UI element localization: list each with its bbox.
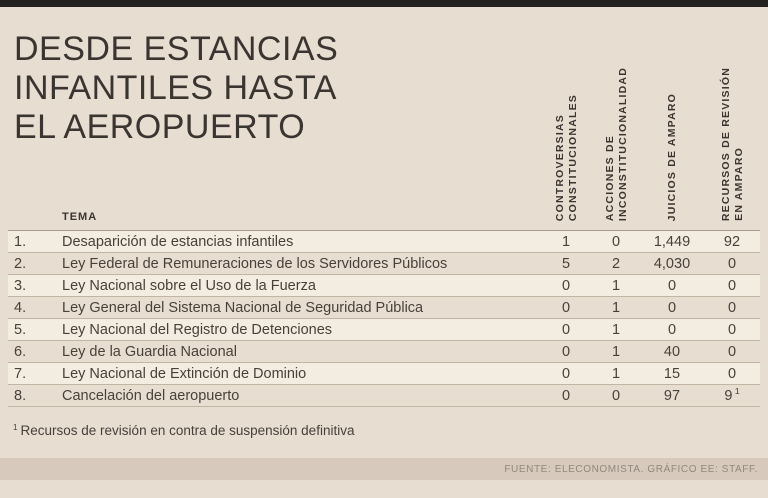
row-value: 1 bbox=[611, 321, 621, 338]
header-line: EN AMPARO bbox=[732, 147, 745, 221]
row-value: 1 bbox=[561, 233, 571, 250]
column-header-controversias: CONTROVERSIAS CONSTITUCIONALES bbox=[540, 7, 592, 230]
row-number: 3. bbox=[14, 277, 27, 294]
row-tema: Ley Nacional del Registro de Detenciones bbox=[62, 321, 333, 338]
header-line: RECURSOS DE REVISIÓN bbox=[719, 66, 732, 221]
title-line: EL AEROPUERTO bbox=[14, 107, 306, 146]
row-tema: Ley de la Guardia Nacional bbox=[62, 343, 237, 360]
column-header-recursos: RECURSOS DE REVISIÓN EN AMPARO bbox=[704, 7, 760, 230]
row-value: 1 bbox=[611, 365, 621, 382]
table-row: 1. Desaparición de estancias infantiles 1 0… bbox=[8, 231, 760, 253]
row-value: 0 bbox=[727, 343, 737, 360]
header-line: INCONSTITUCIONALIDAD bbox=[616, 66, 629, 221]
table-row: 8. Cancelación del aeropuerto 0 0 97 9 1 bbox=[8, 385, 760, 407]
row-value: 0 bbox=[727, 299, 737, 316]
source-bar: FUENTE: ELECONOMISTA. GRÁFICO EE: STAFF. bbox=[0, 458, 768, 480]
source-credit: FUENTE: ELECONOMISTA. GRÁFICO EE: STAFF. bbox=[504, 463, 758, 475]
header-line: JUICIOS DE AMPARO bbox=[666, 92, 678, 221]
rotated-label: ACCIONES DE INCONSTITUCIONALIDAD bbox=[604, 67, 629, 221]
row-number: 4. bbox=[14, 299, 27, 316]
rotated-label: RECURSOS DE REVISIÓN EN AMPARO bbox=[720, 67, 745, 221]
column-header-juicios: JUICIOS DE AMPARO bbox=[640, 7, 704, 230]
row-tema: Ley Nacional sobre el Uso de la Fuerza bbox=[62, 277, 316, 294]
row-value: 9 1 bbox=[724, 385, 740, 404]
row-value: 0 bbox=[561, 277, 571, 294]
row-value: 1 bbox=[611, 299, 621, 316]
row-value: 0 bbox=[611, 387, 621, 404]
column-header-tema: TEMA bbox=[62, 211, 98, 223]
table-row: 5. Ley Nacional del Registro de Detencion… bbox=[8, 319, 760, 341]
row-tema: Desaparición de estancias infantiles bbox=[62, 233, 294, 250]
table-row: 3. Ley Nacional sobre el Uso de la Fuerza… bbox=[8, 275, 760, 297]
row-value: 40 bbox=[663, 343, 681, 360]
table-row: 4. Ley General del Sistema Nacional de Se… bbox=[8, 297, 760, 319]
row-value: 0 bbox=[667, 277, 677, 294]
header-line: ACCIONES DE bbox=[603, 134, 616, 221]
column-header-acciones: ACCIONES DE INCONSTITUCIONALIDAD bbox=[592, 7, 640, 230]
header-line: CONTROVERSIAS bbox=[553, 113, 566, 221]
row-number: 1. bbox=[14, 233, 27, 250]
footnote-text: Recursos de revisión en contra de suspen… bbox=[20, 423, 355, 438]
row-tema: Cancelación del aeropuerto bbox=[62, 387, 240, 404]
row-value: 0 bbox=[561, 299, 571, 316]
footnote-marker: 1 bbox=[13, 422, 18, 432]
row-value: 1,449 bbox=[653, 233, 691, 250]
row-value: 0 bbox=[561, 387, 571, 404]
row-value: 0 bbox=[727, 365, 737, 382]
footnote: 1 Recursos de revisión en contra de suspe… bbox=[13, 423, 768, 438]
row-number: 6. bbox=[14, 343, 27, 360]
row-value: 0 bbox=[667, 321, 677, 338]
row-value: 0 bbox=[727, 255, 737, 272]
title-line: INFANTILES HASTA bbox=[14, 68, 337, 107]
row-value: 4,030 bbox=[653, 255, 691, 272]
footnote-marker: 1 bbox=[732, 385, 740, 396]
row-value: 0 bbox=[561, 343, 571, 360]
row-tema: Ley Nacional de Extinción de Dominio bbox=[62, 365, 307, 382]
row-value: 92 bbox=[723, 233, 741, 250]
row-number: 7. bbox=[14, 365, 27, 382]
row-number: 5. bbox=[14, 321, 27, 338]
top-accent-bar bbox=[0, 0, 768, 7]
row-value: 15 bbox=[663, 365, 681, 382]
rotated-label: CONTROVERSIAS CONSTITUCIONALES bbox=[554, 94, 579, 221]
chart-title: DESDE ESTANCIAS INFANTILES HASTA EL AERO… bbox=[8, 7, 540, 146]
table-row: 7. Ley Nacional de Extinción de Dominio 0 1… bbox=[8, 363, 760, 385]
table-header: DESDE ESTANCIAS INFANTILES HASTA EL AERO… bbox=[8, 7, 760, 230]
row-value: 0 bbox=[561, 321, 571, 338]
row-value: 0 bbox=[727, 277, 737, 294]
rotated-label: JUICIOS DE AMPARO bbox=[666, 93, 678, 221]
title-line: DESDE ESTANCIAS bbox=[14, 30, 339, 68]
header-left: DESDE ESTANCIAS INFANTILES HASTA EL AERO… bbox=[8, 7, 540, 230]
row-value: 2 bbox=[611, 255, 621, 272]
row-value: 97 bbox=[663, 387, 681, 404]
row-number: 2. bbox=[14, 255, 27, 272]
row-value: 0 bbox=[611, 233, 621, 250]
row-tema: Ley Federal de Remuneraciones de los Ser… bbox=[62, 255, 448, 272]
table-row: 6. Ley de la Guardia Nacional 0 1 40 0 bbox=[8, 341, 760, 363]
row-value: 0 bbox=[727, 321, 737, 338]
row-value: 1 bbox=[611, 277, 621, 294]
table-row: 2. Ley Federal de Remuneraciones de los S… bbox=[8, 253, 760, 275]
row-number: 8. bbox=[14, 387, 27, 404]
row-value: 5 bbox=[561, 255, 571, 272]
row-value: 1 bbox=[611, 343, 621, 360]
row-value: 0 bbox=[667, 299, 677, 316]
row-tema: Ley General del Sistema Nacional de Segu… bbox=[62, 299, 424, 316]
header-line: CONSTITUCIONALES bbox=[566, 93, 579, 221]
table-rows: 1. Desaparición de estancias infantiles 1 0… bbox=[8, 230, 760, 407]
row-value: 0 bbox=[561, 365, 571, 382]
